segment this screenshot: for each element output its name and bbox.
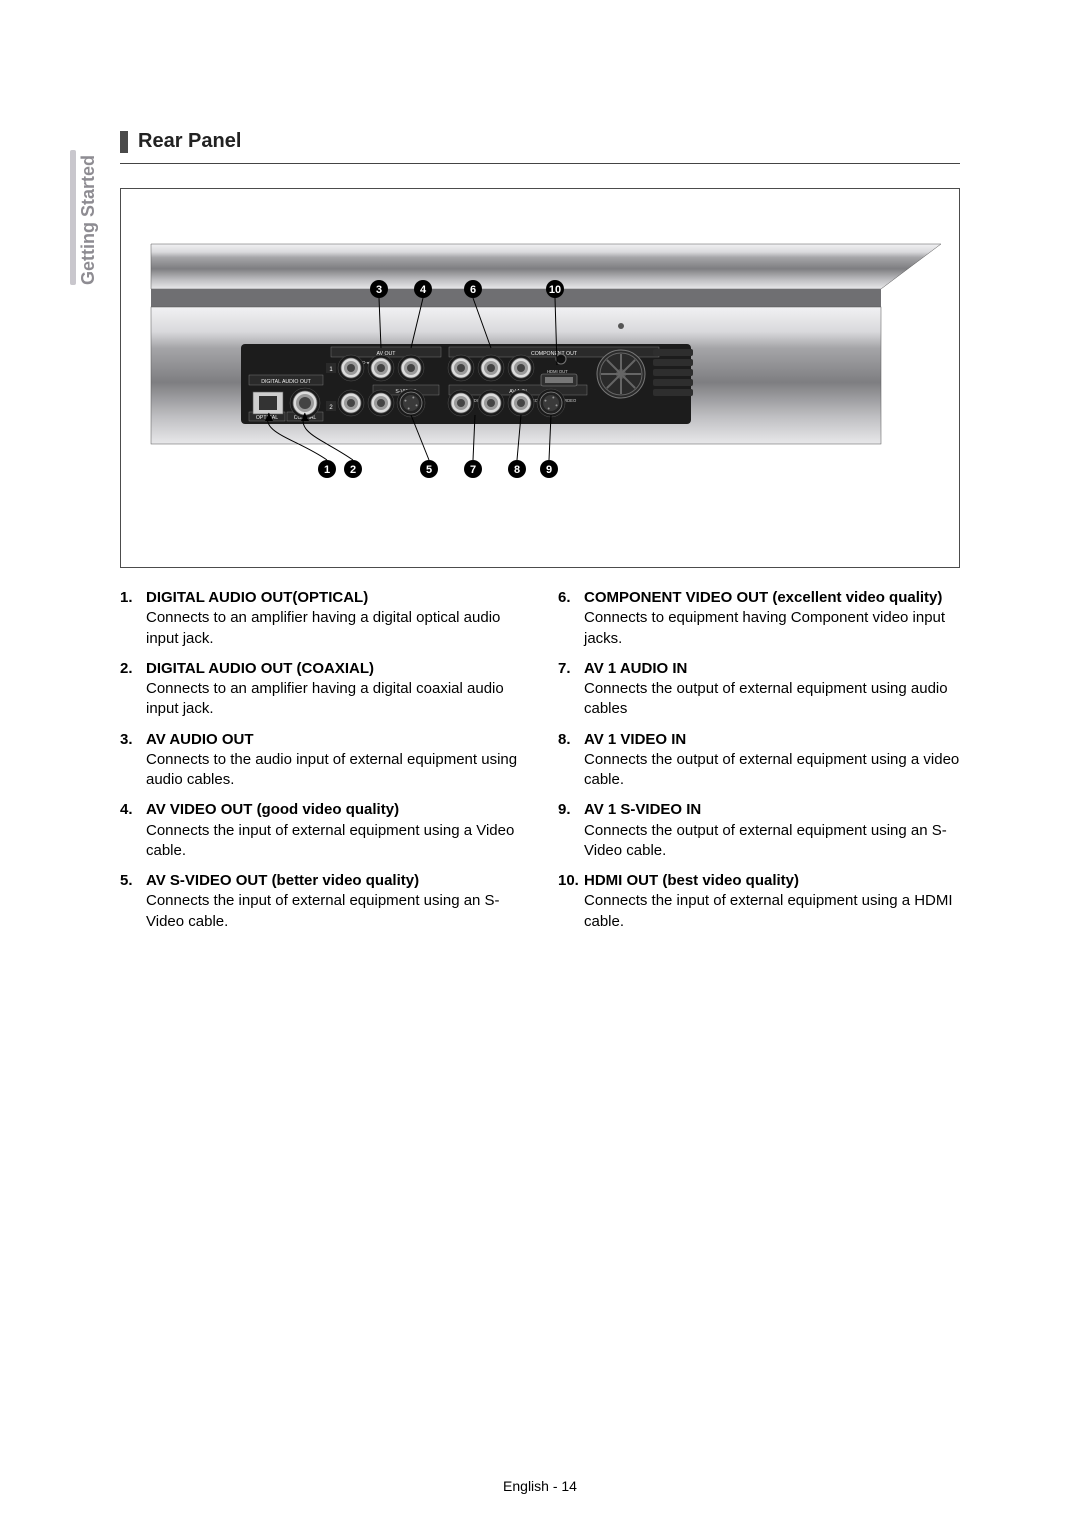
- list-item: 4.AV VIDEO OUT (good video quality) Conne…: [120, 800, 522, 861]
- heading-text: Rear Panel: [138, 130, 241, 153]
- list-item: 2. DIGITAL AUDIO OUT (COAXIAL) Connects t…: [120, 659, 522, 720]
- list-item-desc: Connects to an amplifier having a digita…: [146, 680, 504, 717]
- side-tab-bar: [70, 150, 76, 285]
- list-item: 3.AV AUDIO OUT Connects to the audio inpu…: [120, 730, 522, 791]
- list-item-number: 7.: [558, 659, 584, 720]
- list-item-desc: Connects the output of external equipmen…: [584, 751, 959, 788]
- list-item: 1.DIGITAL AUDIO OUT(OPTICAL) Connects to …: [120, 588, 522, 649]
- list-item-number: 4.: [120, 800, 146, 861]
- list-item-body: AV 1 AUDIO IN Connects the output of exte…: [584, 659, 960, 720]
- list-item-body: AV 1 S-VIDEO IN Connects the output of ex…: [584, 800, 960, 861]
- list-item-title: DIGITAL AUDIO OUT (COAXIAL): [146, 660, 374, 677]
- heading-marker: [120, 131, 128, 153]
- svg-text:4: 4: [420, 284, 427, 296]
- list-item-number: 8.: [558, 730, 584, 791]
- svg-text:2: 2: [350, 464, 356, 476]
- svg-text:3: 3: [376, 284, 382, 296]
- svg-text:5: 5: [426, 464, 432, 476]
- list-item-title: HDMI OUT (best video quality): [584, 872, 799, 889]
- list-item-desc: Connects to equipment having Component v…: [584, 609, 945, 646]
- list-left-col: 1.DIGITAL AUDIO OUT(OPTICAL) Connects to …: [120, 588, 522, 942]
- list-item-body: DIGITAL AUDIO OUT(OPTICAL) Connects to an…: [146, 588, 522, 649]
- svg-text:HDMI OUT: HDMI OUT: [547, 369, 568, 374]
- list-item-desc: Connects the input of external equipment…: [146, 822, 514, 859]
- list-item-number: 3.: [120, 730, 146, 791]
- side-tab: Getting Started: [70, 150, 96, 285]
- list-item-title: AV VIDEO OUT (good video quality): [146, 801, 399, 818]
- diagram-svg: AV OUTCOMPONENT OUTS-VIDEOAV 1 INDIGITAL…: [121, 189, 959, 568]
- page-footer: English - 14: [0, 1478, 1080, 1494]
- list-item: 5.AV S-VIDEO OUT (better video quality) C…: [120, 871, 522, 932]
- svg-text:DIGITAL AUDIO OUT: DIGITAL AUDIO OUT: [261, 379, 311, 385]
- list-item: 8.AV 1 VIDEO IN Connects the output of ex…: [558, 730, 960, 791]
- rear-panel-diagram: AV OUTCOMPONENT OUTS-VIDEOAV 1 INDIGITAL…: [120, 188, 960, 568]
- list-item-number: 10.: [558, 871, 584, 932]
- list-item: 7.AV 1 AUDIO IN Connects the output of ex…: [558, 659, 960, 720]
- list-item-desc: Connects to the audio input of external …: [146, 751, 517, 788]
- svg-text:8: 8: [514, 464, 520, 476]
- svg-text:9: 9: [546, 464, 552, 476]
- list-item-title: AV 1 AUDIO IN: [584, 660, 687, 677]
- svg-text:COMPONENT OUT: COMPONENT OUT: [531, 351, 578, 357]
- list-item-number: 1.: [120, 588, 146, 649]
- heading-rule: [120, 163, 960, 164]
- list-item-title: AV 1 S-VIDEO IN: [584, 801, 701, 818]
- list-item-desc: Connects the input of external equipment…: [146, 892, 500, 929]
- list-item-title: COMPONENT VIDEO OUT (excellent video qua…: [584, 589, 942, 606]
- list-item-title: AV AUDIO OUT: [146, 731, 254, 748]
- connector-lists: 1.DIGITAL AUDIO OUT(OPTICAL) Connects to …: [120, 588, 960, 942]
- list-item-body: HDMI OUT (best video quality) Connects th…: [584, 871, 960, 932]
- list-item-desc: Connects the output of external equipmen…: [584, 680, 948, 717]
- list-item-desc: Connects to an amplifier having a digita…: [146, 609, 500, 646]
- list-item-desc: Connects the input of external equipment…: [584, 892, 953, 929]
- list-item: 6.COMPONENT VIDEO OUT (excellent video q…: [558, 588, 960, 649]
- list-item-title: AV S-VIDEO OUT (better video quality): [146, 872, 419, 889]
- list-item-title: DIGITAL AUDIO OUT(OPTICAL): [146, 589, 368, 606]
- list-item-body: AV AUDIO OUT Connects to the audio input …: [146, 730, 522, 791]
- list-item-title: AV 1 VIDEO IN: [584, 731, 686, 748]
- svg-text:1: 1: [324, 464, 330, 476]
- list-item-number: 5.: [120, 871, 146, 932]
- list-item: 10.HDMI OUT (best video quality) Connects…: [558, 871, 960, 932]
- list-item-body: AV S-VIDEO OUT (better video quality) Con…: [146, 871, 522, 932]
- list-item-number: 9.: [558, 800, 584, 861]
- list-item-body: DIGITAL AUDIO OUT (COAXIAL) Connects to a…: [146, 659, 522, 720]
- list-item: 9.AV 1 S-VIDEO IN Connects the output of …: [558, 800, 960, 861]
- section-heading: Rear Panel: [120, 130, 960, 153]
- side-tab-label: Getting Started: [78, 155, 99, 285]
- list-item-body: COMPONENT VIDEO OUT (excellent video qua…: [584, 588, 960, 649]
- list-item-number: 2.: [120, 659, 146, 720]
- list-item-desc: Connects the output of external equipmen…: [584, 822, 947, 859]
- svg-text:6: 6: [470, 284, 476, 296]
- svg-text:7: 7: [470, 464, 476, 476]
- list-item-body: AV 1 VIDEO IN Connects the output of exte…: [584, 730, 960, 791]
- list-item-body: AV VIDEO OUT (good video quality) Connect…: [146, 800, 522, 861]
- list-item-number: 6.: [558, 588, 584, 649]
- svg-text:10: 10: [549, 284, 561, 296]
- list-right-col: 6.COMPONENT VIDEO OUT (excellent video q…: [558, 588, 960, 942]
